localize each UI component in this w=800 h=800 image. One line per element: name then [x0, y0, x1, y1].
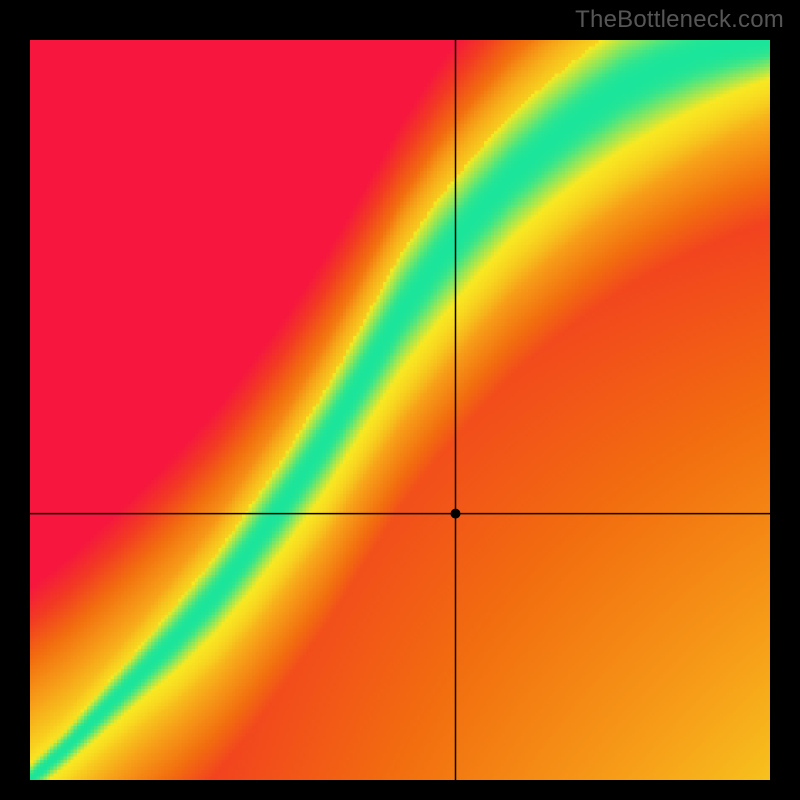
heatmap-canvas	[30, 40, 770, 780]
chart-container: TheBottleneck.com	[0, 0, 800, 800]
watermark-text: TheBottleneck.com	[575, 6, 784, 34]
